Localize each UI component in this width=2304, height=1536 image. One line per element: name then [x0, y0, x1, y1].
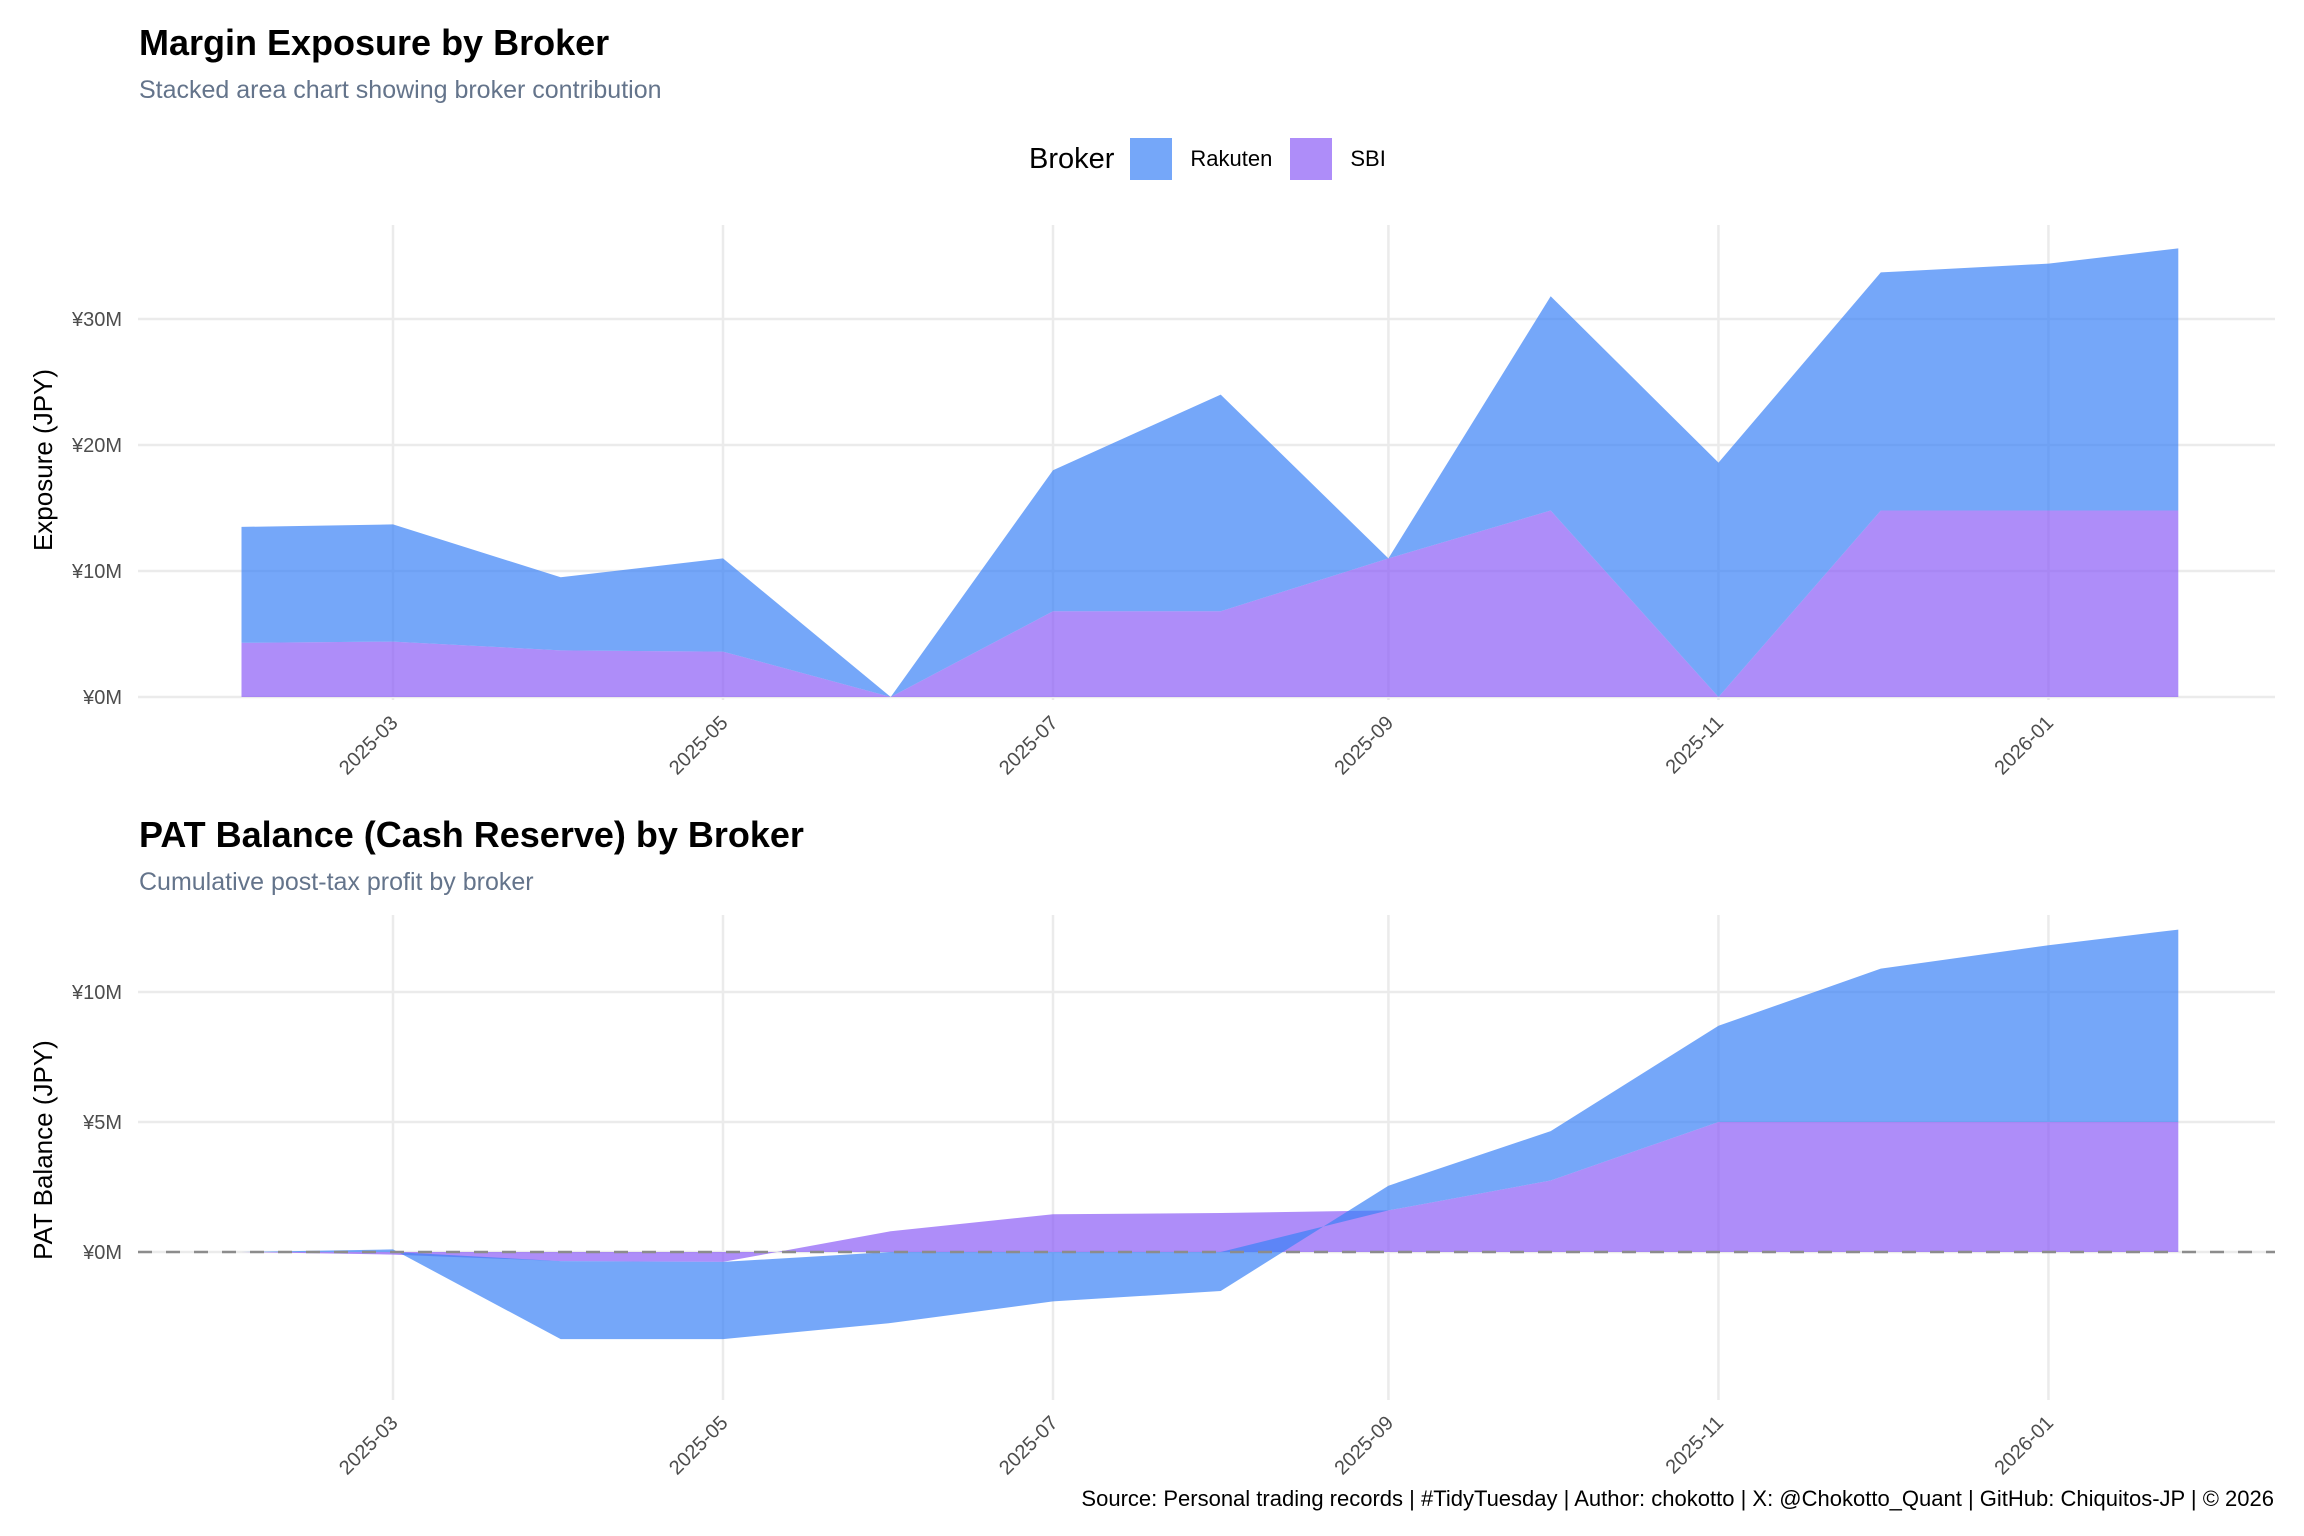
legend-title: Broker [1029, 142, 1115, 175]
y-tick-label: ¥10M [71, 561, 122, 583]
x-tick-label: 2025-03 [335, 1412, 402, 1479]
x-tick-label: 2025-05 [665, 1412, 732, 1479]
x-tick-label: 2026-01 [1991, 1412, 2058, 1479]
legend-label-rakuten: Rakuten [1190, 146, 1273, 171]
area-rakuten [241, 248, 2179, 697]
x-tick-label: 2025-09 [1331, 712, 1398, 779]
x-tick-label: 2026-01 [1991, 712, 2058, 779]
x-tick-label: 2025-07 [995, 712, 1062, 779]
caption: Source: Personal trading records | #Tidy… [1081, 1486, 2274, 1511]
x-tick-label: 2025-11 [1662, 1412, 1728, 1478]
area-rakuten [241, 929, 2179, 1340]
area-sbi [241, 510, 2179, 697]
y-tick-label: ¥0M [82, 687, 122, 709]
x-tick-label: 2025-11 [1662, 712, 1728, 778]
y-tick-label: ¥20M [71, 435, 122, 457]
chart-title-pat: PAT Balance (Cash Reserve) by Broker [139, 814, 804, 855]
area-sbi [241, 1122, 2179, 1262]
y-tick-label: ¥5M [82, 1112, 122, 1134]
legend-label-sbi: SBI [1350, 146, 1386, 171]
x-tick-label: 2025-07 [995, 1412, 1062, 1479]
chart-subtitle-pat: Cumulative post-tax profit by broker [139, 868, 534, 896]
x-tick-label: 2025-09 [1331, 1412, 1398, 1479]
legend-key-sbi [1290, 138, 1333, 180]
x-tick-label: 2025-03 [335, 712, 402, 779]
chart-subtitle-exposure: Stacked area chart showing broker contri… [139, 76, 662, 104]
legend-key-rakuten [1130, 138, 1173, 180]
legend: Broker Rakuten SBI [1029, 137, 1404, 181]
x-tick-label: 2025-05 [665, 712, 732, 779]
y-tick-label: ¥30M [71, 309, 122, 331]
chart-title-exposure: Margin Exposure by Broker [139, 22, 610, 63]
y-tick-label: ¥10M [71, 982, 122, 1004]
y-axis-title: PAT Balance (JPY) [28, 1040, 58, 1260]
y-axis-title: Exposure (JPY) [28, 369, 58, 551]
y-tick-label: ¥0M [82, 1242, 122, 1264]
